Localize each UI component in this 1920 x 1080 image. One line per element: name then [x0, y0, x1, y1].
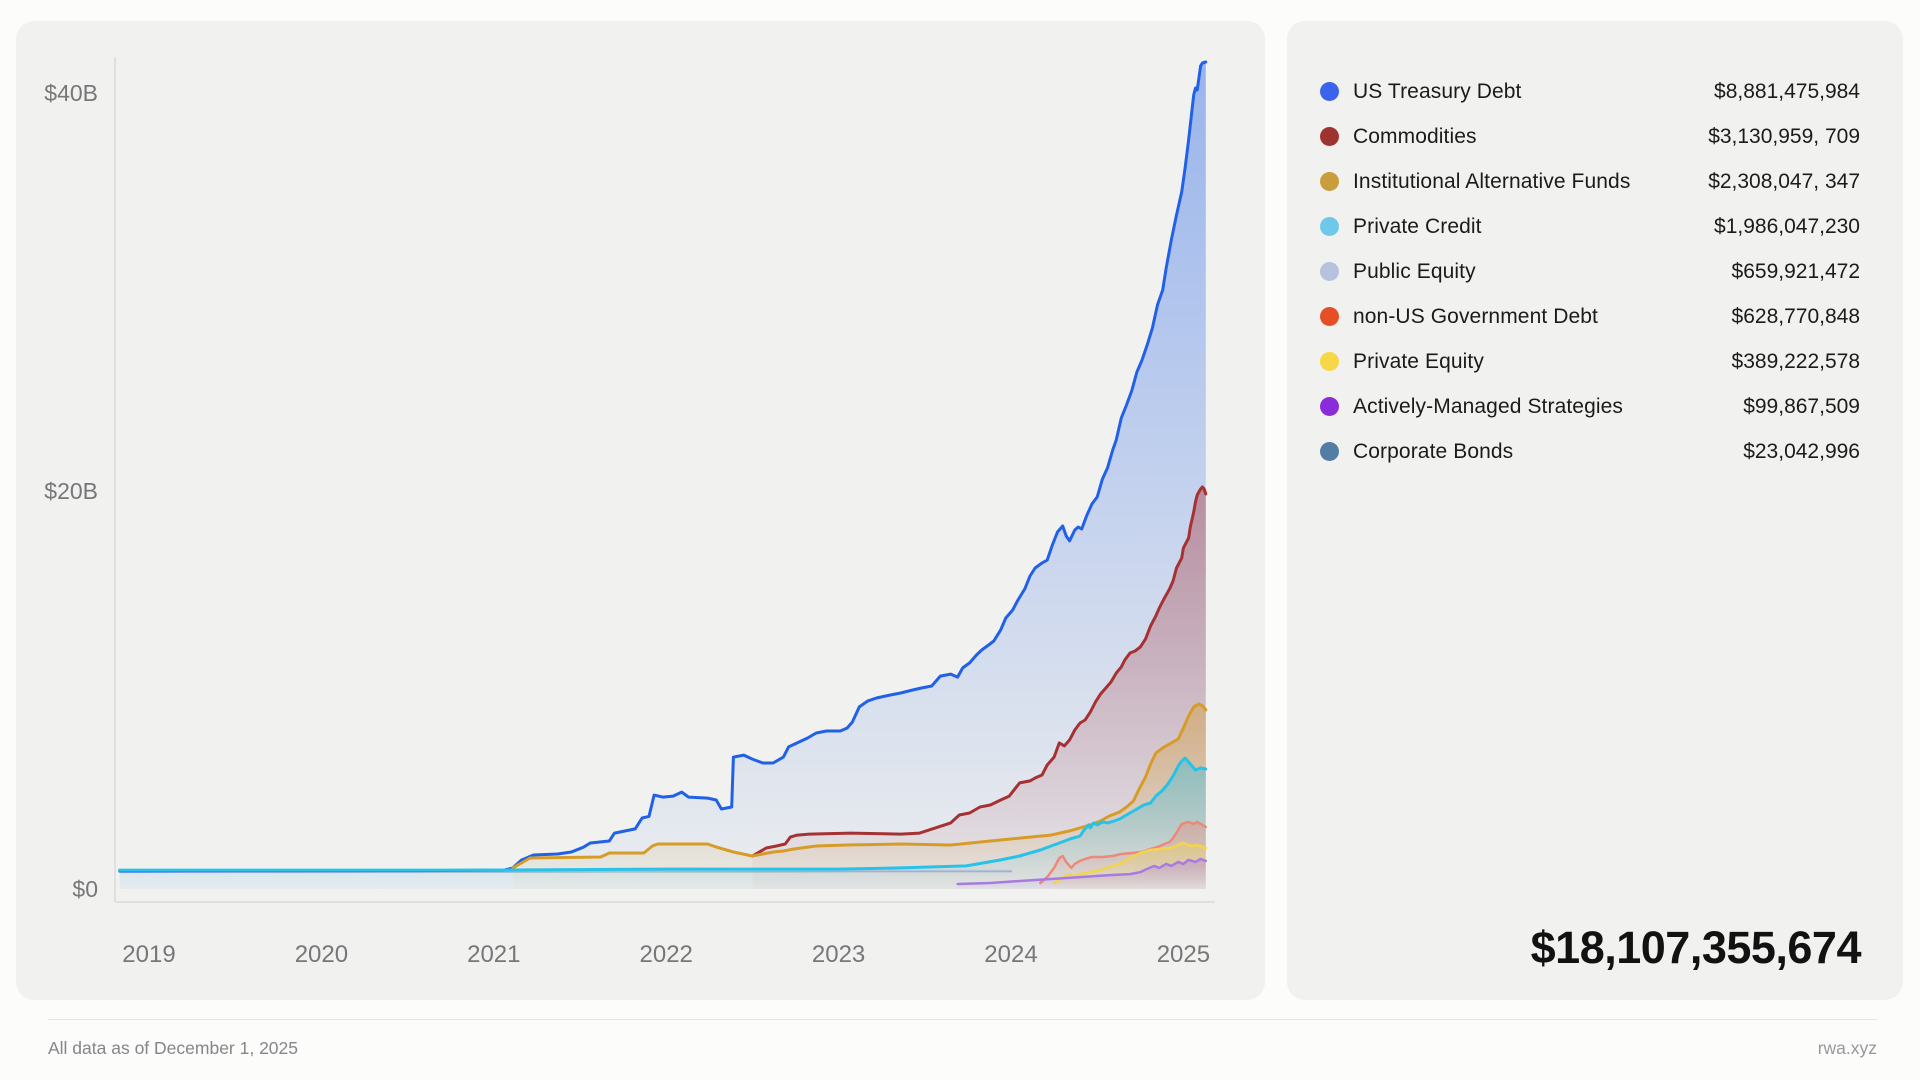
legend-color-dot-icon	[1320, 262, 1339, 281]
total-value: $18,107,355,674	[1530, 922, 1862, 973]
series-line-private-credit	[118, 756, 1208, 872]
legend-color-dot-icon	[1320, 127, 1339, 146]
legend-row-institutional-alternative-funds[interactable]: Institutional Alternative Funds $2,308,04…	[1320, 159, 1860, 204]
series-line-private-equity	[1052, 841, 1208, 885]
x-axis-tick-label: 2019	[122, 941, 175, 968]
legend-row-us-treasury-debt[interactable]: US Treasury Debt $8,881,475,984	[1320, 69, 1860, 114]
x-axis-tick-label: 2023	[812, 941, 865, 968]
legend-value: $2,308,047, 347	[1708, 169, 1860, 193]
legend-label: Institutional Alternative Funds	[1353, 169, 1631, 193]
legend-row-non-us-government-debt[interactable]: non-US Government Debt $628,770,848	[1320, 294, 1860, 339]
series-line-institutional-alternative-funds	[511, 702, 1208, 870]
legend-color-dot-icon	[1320, 217, 1339, 236]
legend-list: US Treasury Debt $8,881,475,984 Commoditie…	[1320, 69, 1860, 474]
x-axis-tick-label: 2022	[640, 941, 693, 968]
y-axis-tick-label: $40B	[44, 80, 98, 106]
y-axis-tick-label: $20B	[44, 478, 98, 504]
legend-label: Private Credit	[1353, 214, 1482, 238]
series-line-us-treasury-debt	[118, 60, 1208, 873]
y-axis-tick-label: $0	[72, 876, 98, 902]
legend-value: $1,986,047,230	[1714, 214, 1860, 238]
legend-label: non-US Government Debt	[1353, 304, 1598, 328]
legend-label: Private Equity	[1353, 349, 1484, 373]
legend-value: $8,881,475,984	[1714, 79, 1860, 103]
area-fill-institutional-alternative-funds	[512, 703, 1206, 889]
legend-color-dot-icon	[1320, 397, 1339, 416]
x-axis-tick-label: 2025	[1157, 941, 1210, 968]
legend-value: $23,042,996	[1743, 439, 1860, 463]
legend-card: US Treasury Debt $8,881,475,984 Commoditie…	[1287, 21, 1903, 1000]
legend-value: $659,921,472	[1731, 259, 1860, 283]
legend-value: $628,770,848	[1731, 304, 1860, 328]
legend-row-actively-managed-strategies[interactable]: Actively-Managed Strategies $99,867,509	[1320, 384, 1860, 429]
series-line-actively-managed-strategies	[956, 857, 1208, 886]
legend-color-dot-icon	[1320, 352, 1339, 371]
legend-color-dot-icon	[1320, 172, 1339, 191]
legend-row-private-equity[interactable]: Private Equity $389,222,578	[1320, 339, 1860, 384]
legend-value: $3,130,959, 709	[1708, 124, 1860, 148]
area-fill-us-treasury-debt	[119, 62, 1206, 889]
area-fill-commodities	[752, 487, 1206, 889]
x-axis-tick-label: 2020	[295, 941, 348, 968]
legend-label: Corporate Bonds	[1353, 439, 1514, 463]
legend-row-commodities[interactable]: Commodities $3,130,959, 709	[1320, 114, 1860, 159]
footer-data-as-of: All data as of December 1, 2025	[48, 1038, 299, 1058]
legend-value: $99,867,509	[1743, 394, 1860, 418]
legend-row-corporate-bonds[interactable]: Corporate Bonds $23,042,996	[1320, 429, 1860, 474]
legend-color-dot-icon	[1320, 442, 1339, 461]
footer-brand-link[interactable]: rwa.xyz	[1817, 1038, 1877, 1058]
series-line-commodities	[750, 485, 1208, 858]
legend-label: Actively-Managed Strategies	[1353, 394, 1623, 418]
legend-label: Public Equity	[1353, 259, 1476, 283]
x-axis-tick-label: 2024	[984, 941, 1037, 968]
legend-value: $389,222,578	[1731, 349, 1860, 373]
legend-row-public-equity[interactable]: Public Equity $659,921,472	[1320, 249, 1860, 294]
chart-card: $0 $20B $40B 2019 2020 2021 2022 2023 2024 2025	[16, 21, 1265, 1000]
legend-row-private-credit[interactable]: Private Credit $1,986,047,230	[1320, 204, 1860, 249]
x-axis-tick-label: 2021	[467, 941, 520, 968]
footer-divider	[48, 1019, 1877, 1020]
legend-color-dot-icon	[1320, 82, 1339, 101]
series-line-non-us-government-debt	[1039, 820, 1208, 885]
legend-label: US Treasury Debt	[1353, 79, 1522, 103]
asset-value-area-chart[interactable]: $0 $20B $40B 2019 2020 2021 2022 2023 2024 2025	[16, 21, 1265, 1000]
legend-color-dot-icon	[1320, 307, 1339, 326]
legend-label: Commodities	[1353, 124, 1477, 148]
